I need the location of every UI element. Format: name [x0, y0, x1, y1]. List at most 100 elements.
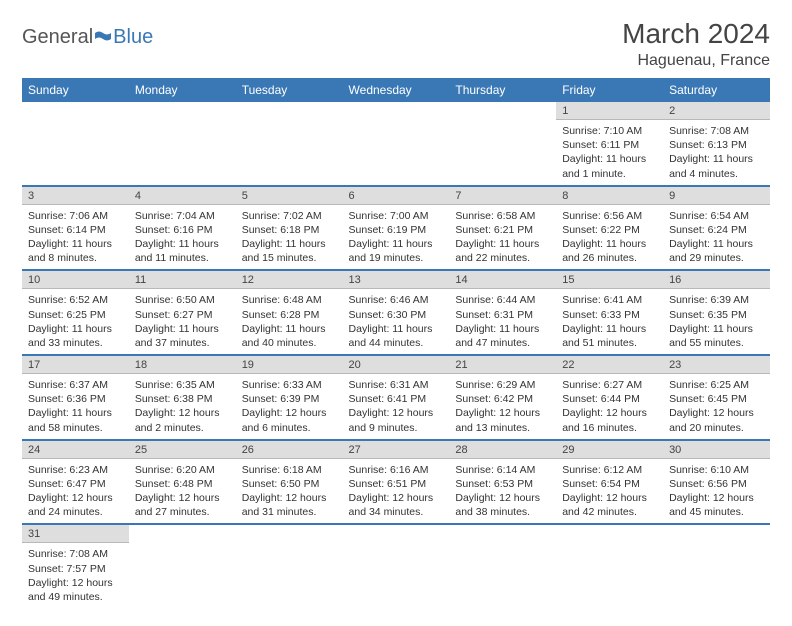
- day-number: 19: [236, 356, 343, 374]
- daylight-text: Daylight: 12 hours and 34 minutes.: [349, 491, 444, 519]
- day-details: [129, 107, 236, 115]
- sunset-text: Sunset: 6:18 PM: [242, 223, 337, 237]
- sunrise-text: Sunrise: 7:00 AM: [349, 209, 444, 223]
- sunrise-text: Sunrise: 6:35 AM: [135, 378, 230, 392]
- daylight-text: Daylight: 11 hours and 1 minute.: [562, 152, 657, 180]
- day-number: 29: [556, 441, 663, 459]
- calendar-day-cell: 17Sunrise: 6:37 AMSunset: 6:36 PMDayligh…: [22, 355, 129, 440]
- calendar-week-row: 24Sunrise: 6:23 AMSunset: 6:47 PMDayligh…: [22, 440, 770, 525]
- day-number: 2: [663, 102, 770, 120]
- day-details: Sunrise: 6:41 AMSunset: 6:33 PMDaylight:…: [556, 289, 663, 354]
- sunset-text: Sunset: 6:36 PM: [28, 392, 123, 406]
- sunrise-text: Sunrise: 7:10 AM: [562, 124, 657, 138]
- day-details: [343, 530, 450, 538]
- day-details: [663, 530, 770, 538]
- day-number: 23: [663, 356, 770, 374]
- calendar-day-cell: [343, 102, 450, 186]
- sunrise-text: Sunrise: 7:08 AM: [669, 124, 764, 138]
- day-details: Sunrise: 7:08 AMSunset: 7:57 PMDaylight:…: [22, 543, 129, 608]
- sunset-text: Sunset: 6:35 PM: [669, 308, 764, 322]
- flag-icon: [95, 31, 111, 45]
- day-number: 12: [236, 271, 343, 289]
- daylight-text: Daylight: 11 hours and 44 minutes.: [349, 322, 444, 350]
- sunrise-text: Sunrise: 7:08 AM: [28, 547, 123, 561]
- calendar-day-cell: 21Sunrise: 6:29 AMSunset: 6:42 PMDayligh…: [449, 355, 556, 440]
- day-number: 7: [449, 187, 556, 205]
- calendar-day-cell: 2 Sunrise: 7:08 AMSunset: 6:13 PMDaylight…: [663, 102, 770, 186]
- sunset-text: Sunset: 6:16 PM: [135, 223, 230, 237]
- weekday-header: Monday: [129, 78, 236, 102]
- sunset-text: Sunset: 6:42 PM: [455, 392, 550, 406]
- sunset-text: Sunset: 6:28 PM: [242, 308, 337, 322]
- sunset-text: Sunset: 7:57 PM: [28, 562, 123, 576]
- sunset-text: Sunset: 6:30 PM: [349, 308, 444, 322]
- sunrise-text: Sunrise: 7:04 AM: [135, 209, 230, 223]
- day-details: Sunrise: 6:44 AMSunset: 6:31 PMDaylight:…: [449, 289, 556, 354]
- weekday-header-row: SundayMondayTuesdayWednesdayThursdayFrid…: [22, 78, 770, 102]
- sunset-text: Sunset: 6:47 PM: [28, 477, 123, 491]
- daylight-text: Daylight: 11 hours and 11 minutes.: [135, 237, 230, 265]
- calendar-day-cell: [129, 524, 236, 608]
- calendar-day-cell: [236, 102, 343, 186]
- sunrise-text: Sunrise: 6:29 AM: [455, 378, 550, 392]
- calendar-body: 1Sunrise: 7:10 AMSunset: 6:11 PMDaylight…: [22, 102, 770, 608]
- calendar-day-cell: [449, 524, 556, 608]
- day-number: 25: [129, 441, 236, 459]
- daylight-text: Daylight: 11 hours and 55 minutes.: [669, 322, 764, 350]
- sunrise-text: Sunrise: 6:25 AM: [669, 378, 764, 392]
- daylight-text: Daylight: 11 hours and 4 minutes.: [669, 152, 764, 180]
- day-number: 22: [556, 356, 663, 374]
- day-details: Sunrise: 6:18 AMSunset: 6:50 PMDaylight:…: [236, 459, 343, 524]
- day-number: 15: [556, 271, 663, 289]
- sunrise-text: Sunrise: 6:52 AM: [28, 293, 123, 307]
- day-number: 27: [343, 441, 450, 459]
- calendar-day-cell: 30Sunrise: 6:10 AMSunset: 6:56 PMDayligh…: [663, 440, 770, 525]
- day-number: 1: [556, 102, 663, 120]
- day-number: 31: [22, 525, 129, 543]
- day-details: [556, 530, 663, 538]
- day-details: [236, 107, 343, 115]
- day-details: Sunrise: 6:58 AMSunset: 6:21 PMDaylight:…: [449, 205, 556, 270]
- daylight-text: Daylight: 11 hours and 37 minutes.: [135, 322, 230, 350]
- sunrise-text: Sunrise: 6:56 AM: [562, 209, 657, 223]
- calendar-day-cell: 7Sunrise: 6:58 AMSunset: 6:21 PMDaylight…: [449, 186, 556, 271]
- sunrise-text: Sunrise: 6:44 AM: [455, 293, 550, 307]
- weekday-header: Saturday: [663, 78, 770, 102]
- sunrise-text: Sunrise: 6:50 AM: [135, 293, 230, 307]
- daylight-text: Daylight: 12 hours and 9 minutes.: [349, 406, 444, 434]
- day-details: Sunrise: 6:14 AMSunset: 6:53 PMDaylight:…: [449, 459, 556, 524]
- day-details: Sunrise: 6:56 AMSunset: 6:22 PMDaylight:…: [556, 205, 663, 270]
- day-details: Sunrise: 6:29 AMSunset: 6:42 PMDaylight:…: [449, 374, 556, 439]
- calendar-day-cell: 8Sunrise: 6:56 AMSunset: 6:22 PMDaylight…: [556, 186, 663, 271]
- day-details: Sunrise: 6:12 AMSunset: 6:54 PMDaylight:…: [556, 459, 663, 524]
- sunset-text: Sunset: 6:41 PM: [349, 392, 444, 406]
- sunrise-text: Sunrise: 6:37 AM: [28, 378, 123, 392]
- day-details: Sunrise: 7:04 AMSunset: 6:16 PMDaylight:…: [129, 205, 236, 270]
- daylight-text: Daylight: 11 hours and 8 minutes.: [28, 237, 123, 265]
- daylight-text: Daylight: 11 hours and 15 minutes.: [242, 237, 337, 265]
- day-details: Sunrise: 6:23 AMSunset: 6:47 PMDaylight:…: [22, 459, 129, 524]
- sunrise-text: Sunrise: 6:27 AM: [562, 378, 657, 392]
- day-number: 18: [129, 356, 236, 374]
- sunrise-text: Sunrise: 6:18 AM: [242, 463, 337, 477]
- calendar-week-row: 17Sunrise: 6:37 AMSunset: 6:36 PMDayligh…: [22, 355, 770, 440]
- daylight-text: Daylight: 11 hours and 58 minutes.: [28, 406, 123, 434]
- daylight-text: Daylight: 12 hours and 2 minutes.: [135, 406, 230, 434]
- day-details: Sunrise: 6:35 AMSunset: 6:38 PMDaylight:…: [129, 374, 236, 439]
- sunset-text: Sunset: 6:54 PM: [562, 477, 657, 491]
- day-details: Sunrise: 6:46 AMSunset: 6:30 PMDaylight:…: [343, 289, 450, 354]
- calendar-day-cell: 9Sunrise: 6:54 AMSunset: 6:24 PMDaylight…: [663, 186, 770, 271]
- calendar-day-cell: [22, 102, 129, 186]
- daylight-text: Daylight: 12 hours and 20 minutes.: [669, 406, 764, 434]
- sunrise-text: Sunrise: 6:20 AM: [135, 463, 230, 477]
- calendar-day-cell: 19Sunrise: 6:33 AMSunset: 6:39 PMDayligh…: [236, 355, 343, 440]
- sunrise-text: Sunrise: 6:33 AM: [242, 378, 337, 392]
- sunrise-text: Sunrise: 6:46 AM: [349, 293, 444, 307]
- sunrise-text: Sunrise: 6:41 AM: [562, 293, 657, 307]
- calendar-day-cell: 11Sunrise: 6:50 AMSunset: 6:27 PMDayligh…: [129, 270, 236, 355]
- day-details: Sunrise: 7:00 AMSunset: 6:19 PMDaylight:…: [343, 205, 450, 270]
- sunset-text: Sunset: 6:13 PM: [669, 138, 764, 152]
- daylight-text: Daylight: 11 hours and 51 minutes.: [562, 322, 657, 350]
- calendar-day-cell: 24Sunrise: 6:23 AMSunset: 6:47 PMDayligh…: [22, 440, 129, 525]
- sunrise-text: Sunrise: 7:02 AM: [242, 209, 337, 223]
